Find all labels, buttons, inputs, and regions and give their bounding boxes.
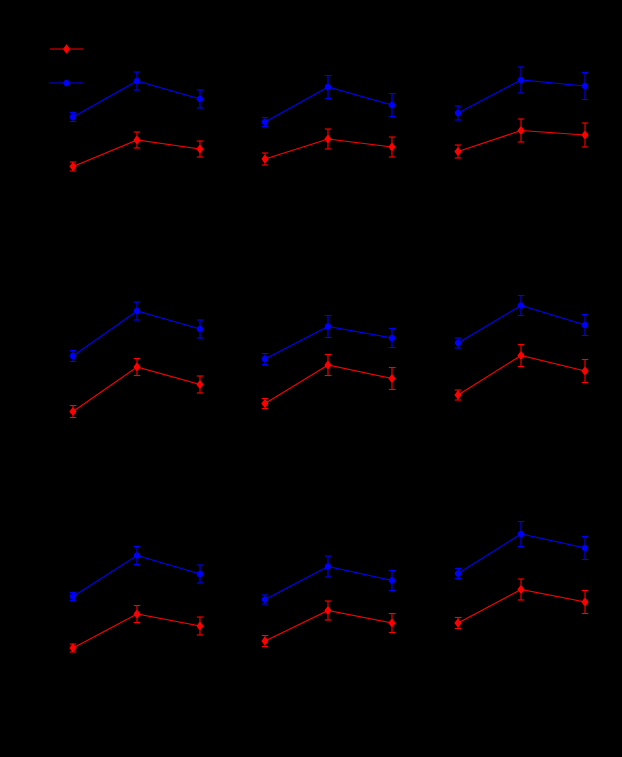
series-blue (69, 301, 204, 363)
marker-circle-icon (324, 323, 332, 330)
marker-circle-icon (69, 593, 77, 600)
marker-diamond-icon (454, 618, 462, 628)
marker-circle-icon (581, 544, 589, 552)
marker-diamond-icon (517, 350, 525, 361)
subplot-r3c1 (69, 545, 204, 653)
legend-entry-blue (49, 79, 83, 87)
subplot-r2c1 (69, 301, 204, 419)
legend-marker-circle-icon (63, 79, 70, 87)
legend-entry-red (50, 44, 83, 54)
marker-circle-icon (388, 334, 396, 342)
subplot-r1c1 (69, 71, 204, 172)
series-blue (261, 74, 396, 128)
series-blue (69, 71, 204, 123)
subplot-r2c3 (454, 294, 589, 401)
series-red (69, 357, 204, 419)
marker-circle-icon (261, 118, 269, 126)
series-red (454, 578, 589, 630)
marker-diamond-icon (133, 609, 141, 619)
series-blue (454, 66, 589, 121)
marker-circle-icon (196, 95, 204, 103)
marker-circle-icon (261, 355, 269, 363)
marker-circle-icon (196, 570, 204, 578)
marker-diamond-icon (388, 618, 396, 628)
marker-diamond-icon (261, 398, 269, 409)
series-blue (261, 314, 396, 366)
marker-diamond-icon (133, 135, 141, 145)
marker-circle-icon (324, 83, 332, 91)
series-blue (454, 520, 589, 580)
marker-circle-icon (517, 530, 525, 538)
marker-circle-icon (69, 352, 77, 360)
subplot-r3c3 (454, 520, 589, 630)
series-blue (69, 545, 204, 602)
marker-diamond-icon (581, 130, 589, 140)
marker-circle-icon (581, 321, 589, 329)
marker-diamond-icon (517, 584, 525, 595)
series-red (261, 353, 396, 410)
marker-circle-icon (196, 325, 204, 333)
marker-diamond-icon (261, 154, 269, 164)
marker-diamond-icon (69, 406, 77, 417)
series-red (454, 118, 589, 159)
marker-circle-icon (324, 563, 332, 570)
series-blue (261, 555, 396, 605)
marker-diamond-icon (454, 146, 462, 157)
marker-circle-icon (388, 577, 396, 584)
marker-diamond-icon (388, 142, 396, 152)
marker-diamond-icon (324, 360, 332, 370)
series-blue (454, 294, 589, 349)
marker-diamond-icon (517, 125, 525, 136)
marker-circle-icon (261, 596, 269, 603)
marker-circle-icon (133, 77, 141, 85)
marker-circle-icon (454, 570, 462, 577)
marker-circle-icon (454, 109, 462, 117)
marker-circle-icon (133, 307, 141, 315)
marker-diamond-icon (196, 144, 204, 154)
subplot-r1c3 (454, 66, 589, 159)
subplot-r1c2 (261, 74, 396, 166)
legend (49, 44, 83, 87)
series-red (454, 343, 589, 401)
marker-circle-icon (517, 76, 525, 84)
marker-circle-icon (454, 339, 462, 347)
marker-diamond-icon (581, 366, 589, 376)
marker-diamond-icon (324, 605, 332, 616)
marker-diamond-icon (454, 390, 462, 400)
marker-diamond-icon (388, 373, 396, 384)
marker-diamond-icon (324, 134, 332, 144)
marker-diamond-icon (69, 643, 77, 653)
legend-marker-diamond-icon (62, 44, 71, 54)
marker-circle-icon (388, 101, 396, 109)
marker-circle-icon (581, 82, 589, 90)
series-red (261, 600, 396, 648)
marker-diamond-icon (196, 379, 204, 390)
marker-circle-icon (517, 302, 525, 309)
series-red (69, 131, 204, 172)
marker-circle-icon (69, 113, 77, 121)
marker-diamond-icon (133, 362, 141, 372)
marker-circle-icon (133, 552, 141, 559)
marker-diamond-icon (581, 597, 589, 607)
subplot-r3c2 (261, 555, 396, 648)
series-red (261, 128, 396, 166)
marker-diamond-icon (69, 161, 77, 172)
marker-diamond-icon (196, 621, 204, 631)
subplot-r2c2 (261, 314, 396, 410)
series-red (69, 604, 204, 653)
marker-diamond-icon (261, 636, 269, 646)
